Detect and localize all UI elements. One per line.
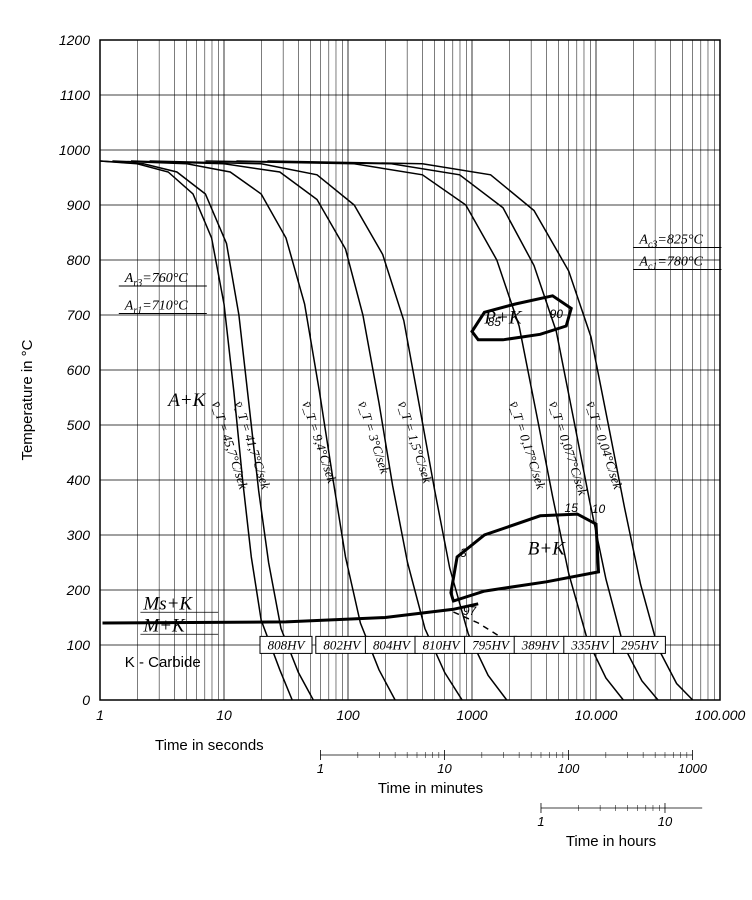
y-tick-label: 100 — [67, 637, 91, 653]
minutes-tick-label: 10 — [437, 761, 452, 776]
cooling-rate-label: v̄_T = 1,5°C/sek — [395, 399, 436, 485]
hours-axis-label: Time in hours — [566, 833, 656, 850]
region-label-MK: M+K — [142, 615, 186, 636]
region-value: 90 — [550, 307, 564, 321]
bk-region — [451, 514, 599, 601]
cooling-rate-label: v̄_T = 0,04°C/sek — [583, 399, 626, 491]
region-label-AK: A+K — [166, 390, 206, 411]
region-value: 3 — [460, 546, 467, 560]
cooling-curve — [100, 161, 292, 700]
x-tick-label-seconds: 1000 — [456, 707, 487, 723]
y-tick-label: 1000 — [59, 142, 90, 158]
x-tick-label-seconds: 1 — [96, 707, 104, 723]
y-tick-label: 1200 — [59, 32, 90, 48]
hv-label: 295HV — [621, 637, 660, 652]
y-tick-label: 500 — [67, 417, 91, 433]
x-axis-label-seconds: Time in seconds — [155, 737, 264, 754]
hv-label: 802HV — [323, 637, 362, 652]
y-tick-label: 0 — [82, 692, 90, 708]
y-tick-label: 200 — [66, 582, 91, 598]
minutes-axis-label: Time in minutes — [378, 780, 483, 797]
hv-label: 335HV — [570, 637, 610, 652]
y-tick-label: 1100 — [60, 87, 90, 103]
hours-tick-label: 10 — [658, 814, 673, 829]
region-label-Kcarbide: K - Carbide — [125, 654, 201, 671]
cooling-rate-label: v̄_T = 9,4°C/sek — [299, 399, 340, 485]
y-tick-label: 700 — [67, 307, 91, 323]
x-tick-label-seconds: 10 — [216, 707, 232, 723]
x-tick-label-seconds: 100.000 — [695, 707, 746, 723]
y-tick-label: 600 — [67, 362, 91, 378]
y-tick-label: 900 — [67, 197, 91, 213]
cooling-rate-label: v̄_T = 3°C/sek — [355, 399, 393, 475]
hv-label: 804HV — [373, 637, 412, 652]
hv-label: 808HV — [268, 637, 307, 652]
x-tick-label-seconds: 100 — [336, 707, 360, 723]
region-value: 15 — [565, 501, 579, 515]
y-tick-label: 300 — [67, 527, 91, 543]
minutes-tick-label: 100 — [558, 761, 580, 776]
region-label-MsK: Ms+K — [142, 593, 193, 614]
cooling-curve — [100, 161, 313, 700]
y-axis-label: Temperature in °C — [19, 339, 36, 460]
y-tick-label: 800 — [67, 252, 91, 268]
hv-label: 389HV — [521, 637, 561, 652]
cct-svg: 0100200300400500600700800900100011001200… — [0, 0, 752, 900]
minutes-tick-label: 1000 — [678, 761, 708, 776]
region-value: 85 — [488, 315, 502, 329]
minutes-tick-label: 1 — [317, 761, 324, 776]
hours-tick-label: 1 — [537, 814, 544, 829]
hv-label: 810HV — [423, 637, 462, 652]
hv-label: 795HV — [472, 637, 511, 652]
region-label-BK: B+K — [528, 538, 566, 559]
region-value: 10 — [592, 502, 606, 516]
region-value: 97 — [463, 604, 478, 618]
x-tick-label-seconds: 10.000 — [575, 707, 618, 723]
y-tick-label: 400 — [67, 472, 91, 488]
